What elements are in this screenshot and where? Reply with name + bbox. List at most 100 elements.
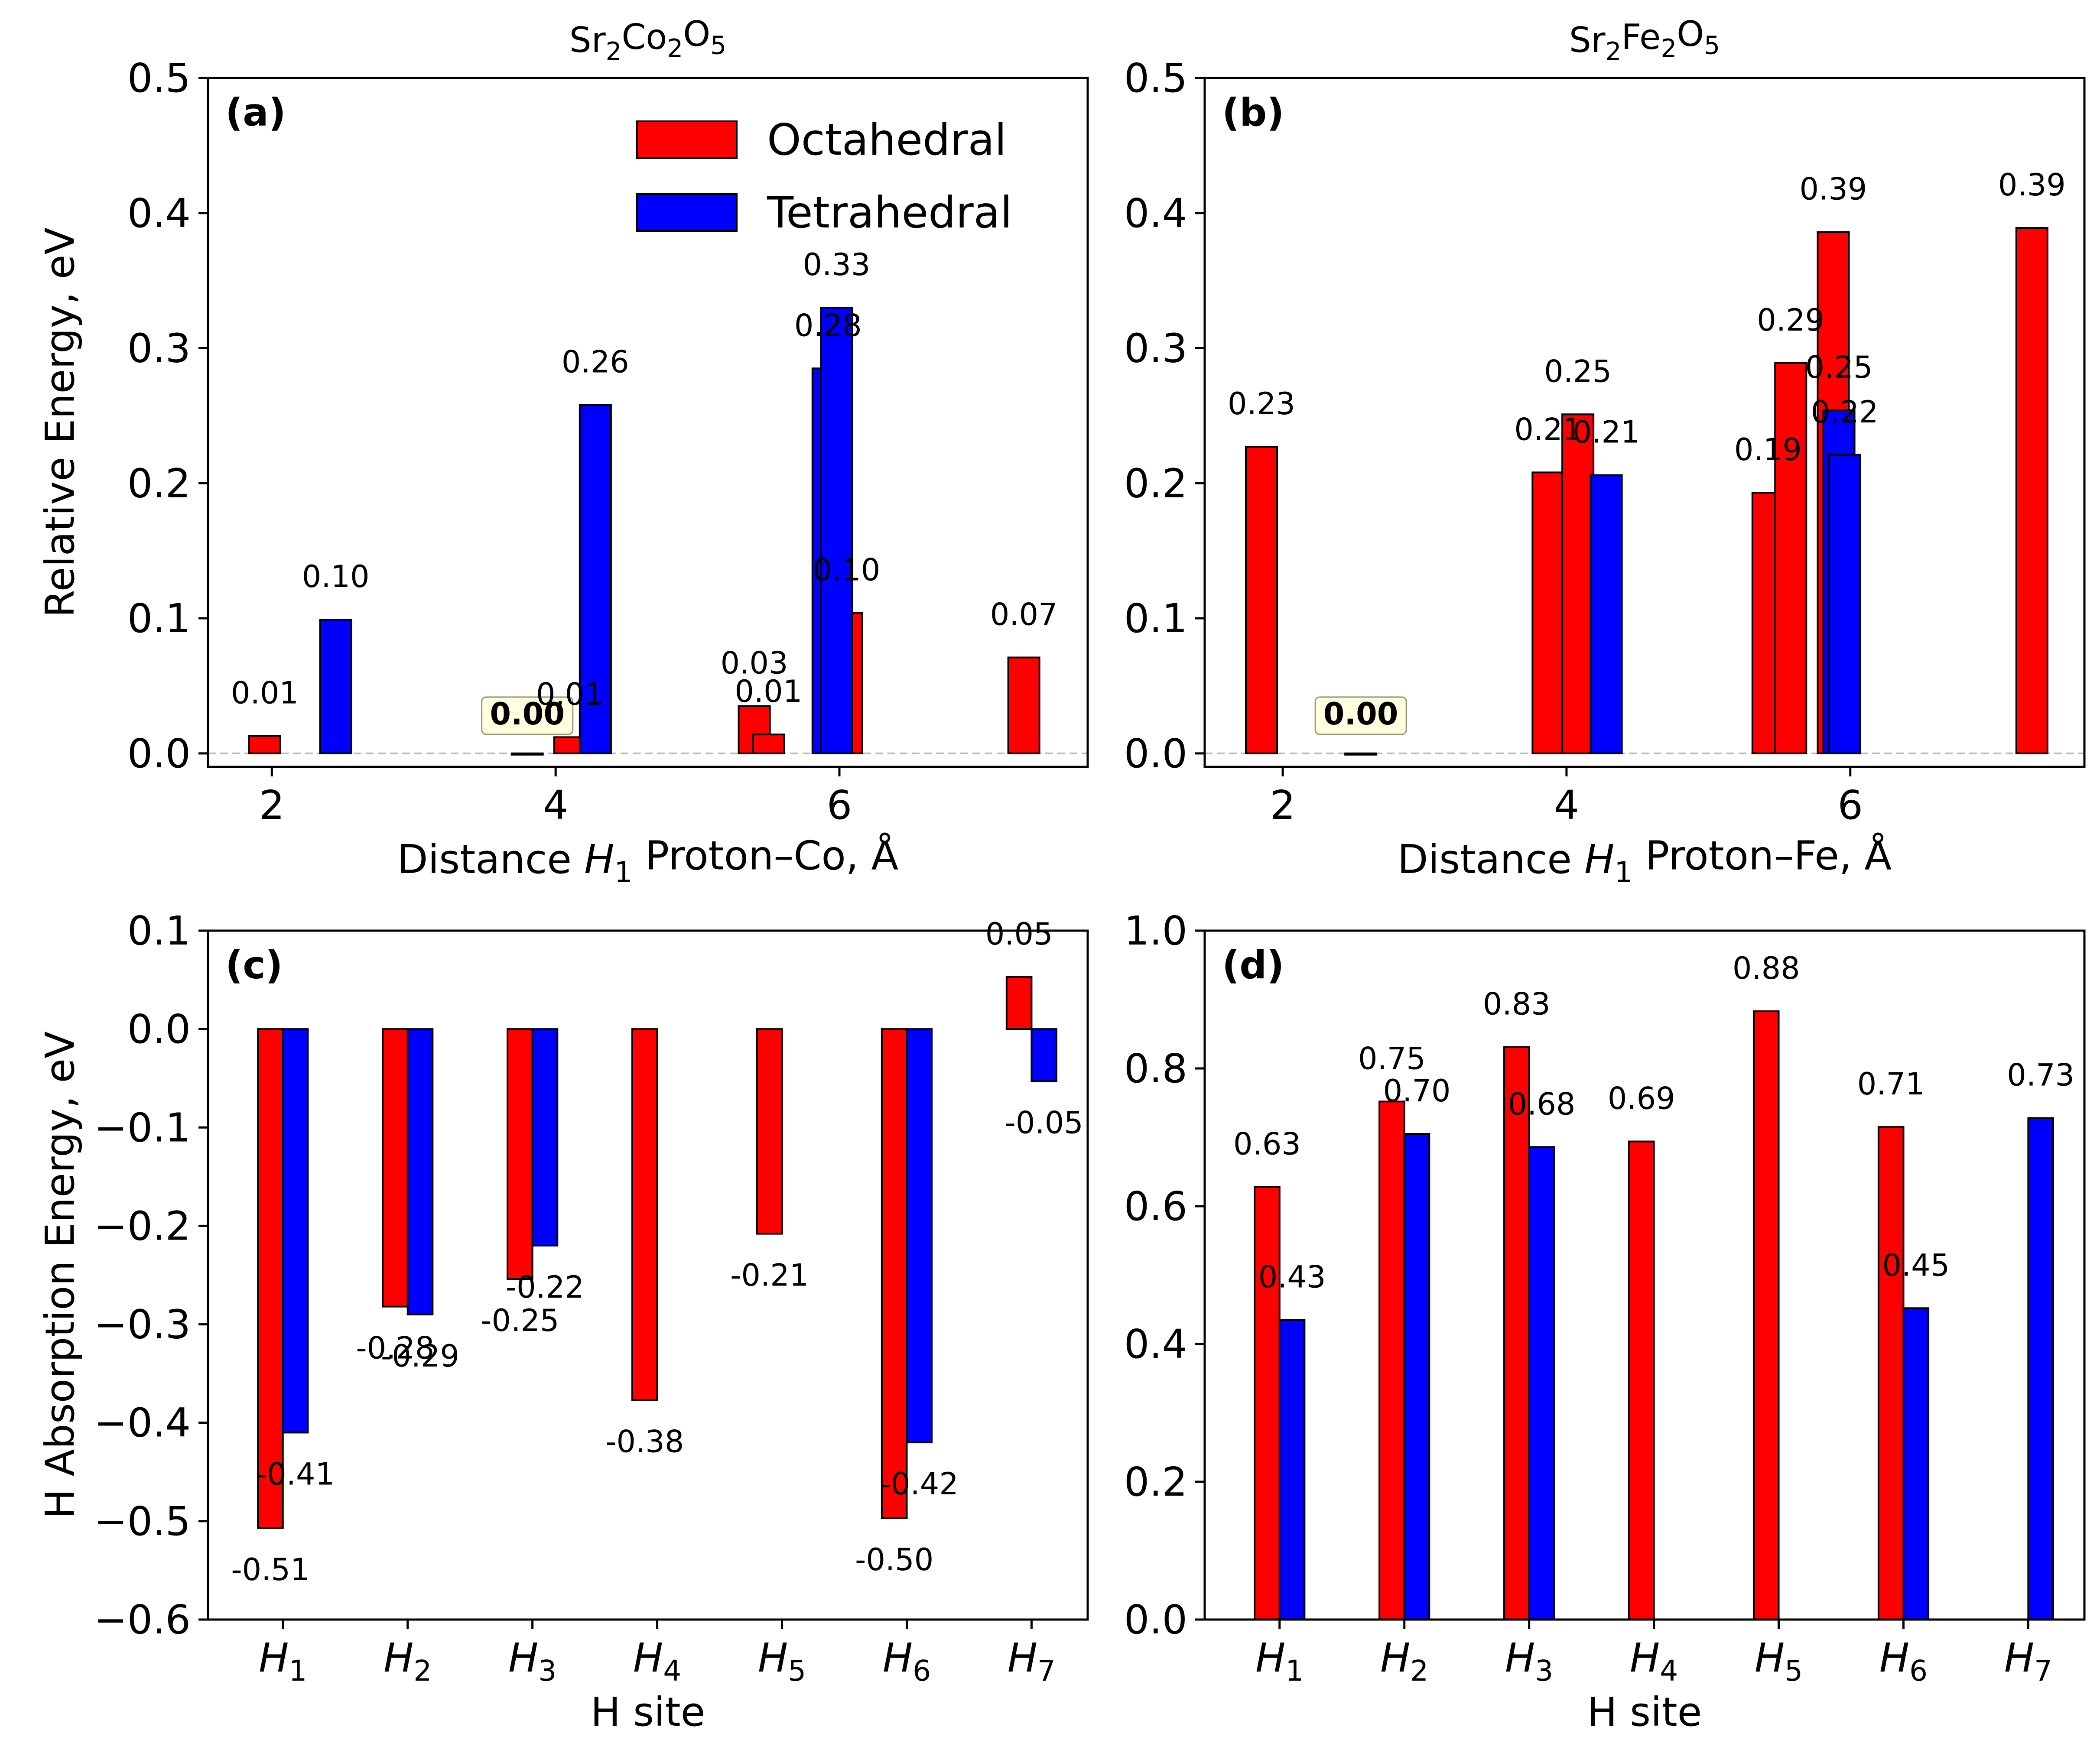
value-label: 0.21 [1514,412,1582,447]
label-text: H [758,1635,788,1681]
value-label: 0.22 [1811,394,1879,430]
subscript-text: 2 [1606,37,1622,66]
label-text: Proton–Fe, Å [1632,832,1892,879]
panel-label: (b) [1222,90,1284,135]
value-label: 0.88 [1733,951,1800,986]
subscript-text: 1 [1285,1654,1304,1688]
label-text: H [1630,1635,1660,1681]
label-text: H [2004,1635,2034,1681]
y-tick-label: −0.5 [94,1498,191,1545]
panel-label: (a) [225,90,286,135]
value-label: 0.19 [1734,432,1802,467]
bar-tetrahedral [1828,454,1861,754]
legend-swatch-tetrahedral [636,193,738,232]
y-tick-label: 0.0 [1124,730,1187,777]
value-label: 0.83 [1483,987,1551,1022]
bar-octahedral [1531,471,1565,754]
y-tick-label: 0.1 [127,908,191,954]
x-tick-label: 4 [543,782,569,828]
bar-tetrahedral [579,404,612,754]
bar-octahedral [248,735,281,754]
label-text: H [633,1635,663,1681]
x-tick-label: 2 [1270,782,1296,828]
subscript-text: 2 [606,37,622,66]
x-tick-label: H5 [758,1635,806,1688]
value-label: -0.25 [481,1303,559,1338]
bar-tetrahedral [531,1028,559,1247]
highlight-box [1314,696,1407,735]
panel-d: 0.630.750.830.690.880.710.430.70 0.680.45… [1124,908,2086,1735]
bar-tetrahedral [1278,1319,1306,1621]
value-label: 0.70 [1383,1073,1451,1109]
bar-tetrahedral [1902,1307,1930,1621]
value-label: 0.69 [1608,1081,1675,1117]
bar-octahedral [1503,1046,1530,1620]
x-tick-label: H3 [508,1635,556,1688]
bar-octahedral [881,1028,908,1519]
bar-tetrahedral [282,1028,309,1434]
x-tick-label: 2 [259,782,285,828]
label-text: H [508,1635,538,1681]
value-label: 0.63 [1233,1126,1301,1162]
highlight-box [481,696,574,735]
y-tick-label: 0.3 [1124,325,1187,372]
y-tick-label: 1.0 [1124,908,1187,954]
subscript-text: 3 [538,1654,556,1688]
value-label: -0.38 [605,1424,684,1459]
bar-tetrahedral [319,619,352,754]
bar-octahedral [1245,446,1278,754]
y-tick-label: −0.2 [94,1203,191,1249]
panel-a: 0.010.100.000.010.260.030.010.280.100.33… [37,14,1089,889]
y-tick-label: 0.3 [127,325,191,372]
x-tick-label: H4 [1630,1635,1678,1688]
value-label: 0.28 [794,308,862,343]
value-label: 0.05 [985,916,1053,952]
y-axis-label: H Absorption Energy, eV [37,1031,83,1519]
bar-octahedral [507,1028,533,1280]
value-label: 0.71 [1857,1066,1925,1102]
value-label: 0.10 [302,559,370,594]
bar-octahedral [1561,413,1595,754]
x-axis-label: Distance H1 Proton–Fe, Å [1398,832,1892,889]
bar-tetrahedral [1030,1028,1058,1082]
value-label: -0.42 [880,1466,959,1502]
label-text: H [584,836,614,883]
value-label: 0.39 [1800,171,1867,207]
y-tick-label: 0.0 [127,730,191,777]
value-label-highlight: 0.00 [1323,696,1398,732]
subscript-text: 5 [710,30,726,60]
bar-octahedral [1005,976,1033,1030]
y-tick-label: −0.3 [94,1302,191,1348]
subscript-text: 2 [413,1654,432,1688]
value-label: 0.07 [990,597,1058,632]
bar-octahedral [257,1028,284,1529]
label-text: H [1255,1635,1285,1681]
bar-octahedral [382,1028,409,1308]
label-text: Sr [1569,20,1606,60]
bar-octahedral [756,1028,783,1235]
panel-title: Sr2Fe2O5 [1569,14,1720,66]
bar-tetrahedral [1590,474,1623,754]
y-tick-label: 0.5 [127,55,191,101]
value-label: -0.29 [381,1338,459,1374]
value-label: -0.22 [506,1269,584,1305]
panels: 0.010.100.000.010.260.030.010.280.100.33… [37,14,2086,1735]
x-tick-label: H2 [1380,1635,1428,1688]
y-tick-label: 0.8 [1124,1045,1187,1092]
value-label-highlight: 0.00 [490,696,565,732]
label-text: H [883,1635,913,1681]
y-tick-label: 0.1 [127,595,191,642]
value-label: 0.01 [231,675,299,711]
axes-frame [1203,77,2086,768]
axes-frame [207,77,1089,768]
x-axis-label: H site [1587,1689,1702,1735]
value-label: -0.05 [1005,1105,1083,1141]
value-label: 0.73 [2007,1057,2074,1093]
label-text: Sr [569,20,606,60]
bar-tetrahedral [2027,1117,2054,1620]
axes-frame [207,929,1089,1621]
y-tick-label: 0.4 [1124,1321,1187,1367]
value-label: 0.39 [1998,167,2066,203]
value-label: 0.01 [735,674,802,709]
value-label: 0.25 [1805,350,1873,385]
